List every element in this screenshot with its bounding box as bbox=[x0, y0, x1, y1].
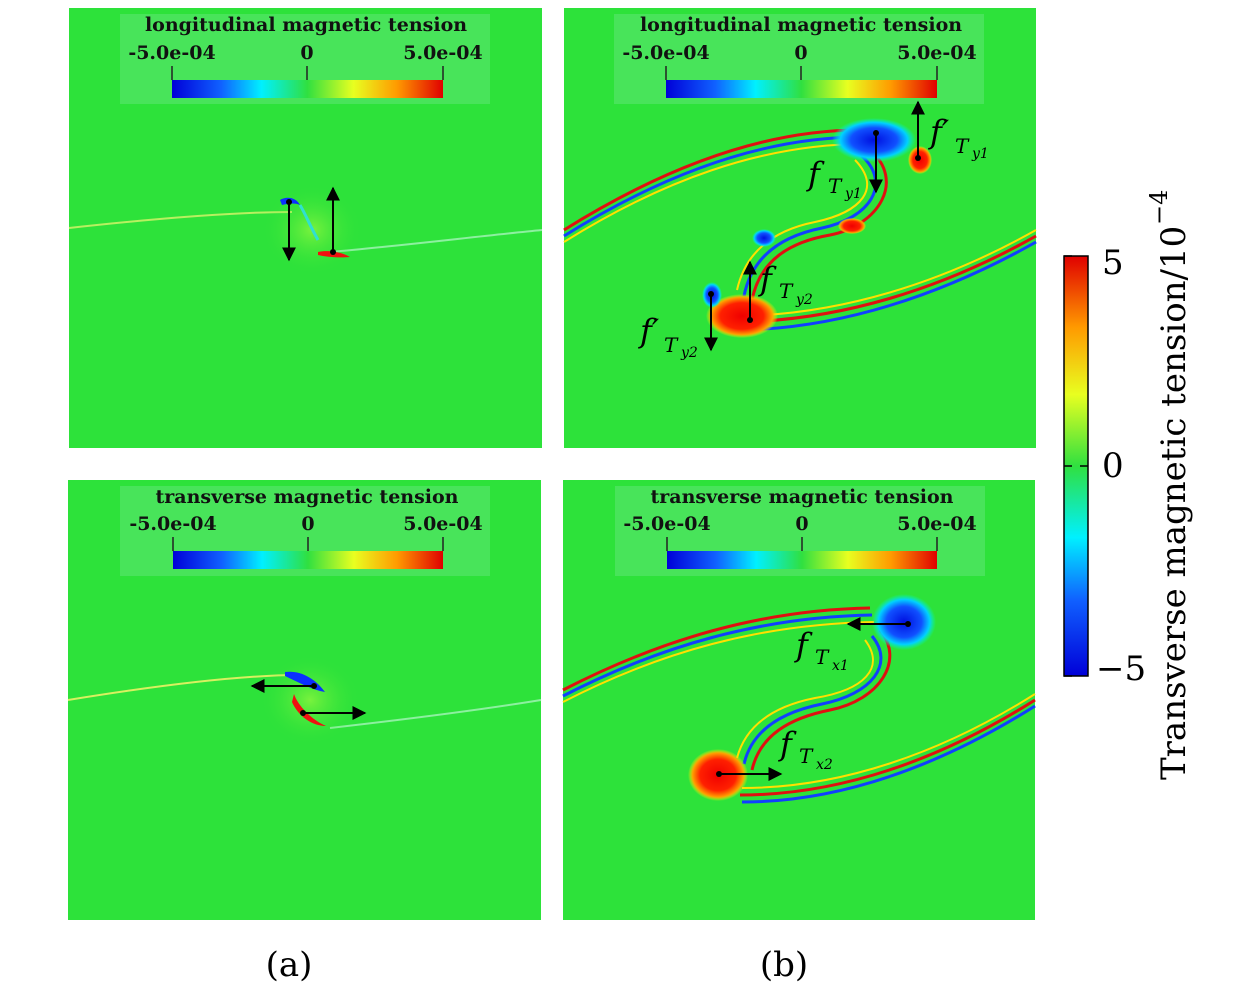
red-spot bbox=[838, 218, 866, 234]
global-colorbar-tick-top: 5 bbox=[1102, 243, 1124, 283]
blue-blob bbox=[832, 118, 916, 162]
force-origin bbox=[716, 771, 722, 777]
panel-b-top-colorbar bbox=[666, 80, 937, 98]
panel-a-top-cbar-max: 5.0e-04 bbox=[403, 42, 482, 64]
panel-b-top-title: longitudinal magnetic tension bbox=[640, 14, 962, 36]
svg-text:T: T bbox=[815, 645, 830, 669]
panel-b-bottom: transverse magnetic tension -5.0e-04 0 5… bbox=[562, 480, 1036, 920]
svg-text:x1: x1 bbox=[832, 658, 849, 674]
panel-a-bottom-colorbar bbox=[173, 551, 443, 569]
svg-text:y2: y2 bbox=[795, 292, 813, 308]
panel-a-top-colorbar bbox=[172, 80, 443, 98]
force-origin bbox=[708, 291, 714, 297]
svg-text:T: T bbox=[828, 174, 843, 198]
svg-text:T: T bbox=[955, 134, 970, 158]
panel-a-bottom-title: transverse magnetic tension bbox=[155, 486, 458, 508]
force-origin bbox=[873, 130, 879, 136]
panel-a-top: longitudinal magnetic tension -5.0e-04 0… bbox=[68, 8, 543, 448]
global-colorbar-title-exponent: −4 bbox=[1145, 190, 1173, 225]
panel-b-bottom-cbar-mid: 0 bbox=[795, 513, 808, 535]
panel-a-bottom: transverse magnetic tension -5.0e-04 0 5… bbox=[67, 480, 542, 920]
panel-b-bottom-cbar-min: -5.0e-04 bbox=[623, 513, 710, 535]
svg-text:y1: y1 bbox=[971, 146, 989, 162]
label-fTy1-prime: f′ T y1 bbox=[928, 113, 989, 162]
panel-a-top-title: longitudinal magnetic tension bbox=[145, 14, 467, 36]
panel-b-top-cbar-mid: 0 bbox=[794, 42, 807, 64]
striped-loop bbox=[563, 128, 1037, 332]
label-fTy2-prime: f′ T y2 bbox=[638, 312, 698, 361]
svg-text:f′: f′ bbox=[638, 312, 660, 350]
global-colorbar-tick-mid: 0 bbox=[1102, 446, 1124, 486]
blue-spot bbox=[752, 229, 776, 247]
red-blob bbox=[706, 294, 778, 338]
subfigure-label-b: (b) bbox=[760, 945, 808, 985]
svg-text:T: T bbox=[799, 744, 814, 768]
panel-b-top-cbar-min: -5.0e-04 bbox=[622, 42, 709, 64]
force-origin bbox=[311, 683, 317, 689]
panel-a-top-cbar-min: -5.0e-04 bbox=[128, 42, 215, 64]
force-origin bbox=[747, 317, 753, 323]
global-colorbar-title: Transverse magnetic tension/10 bbox=[1154, 226, 1194, 780]
subfigure-label-a: (a) bbox=[266, 945, 313, 985]
svg-text:T: T bbox=[779, 279, 794, 303]
svg-text:f′: f′ bbox=[928, 113, 950, 151]
panel-b-bottom-colorbar bbox=[667, 551, 937, 569]
svg-text:x2: x2 bbox=[816, 757, 833, 773]
panel-b-top-cbar-max: 5.0e-04 bbox=[897, 42, 976, 64]
panel-b-top: longitudinal magnetic tension -5.0e-04 0… bbox=[563, 8, 1037, 448]
halo bbox=[260, 655, 360, 745]
force-origin bbox=[915, 155, 921, 161]
panel-b-bottom-cbar-max: 5.0e-04 bbox=[897, 513, 976, 535]
force-origin bbox=[905, 621, 911, 627]
panel-a-bottom-cbar-min: -5.0e-04 bbox=[129, 513, 216, 535]
global-colorbar-tick-bottom: −5 bbox=[1096, 649, 1146, 689]
force-origin bbox=[330, 249, 336, 255]
panel-a-bottom-cbar-mid: 0 bbox=[301, 513, 314, 535]
svg-text:y2: y2 bbox=[680, 345, 698, 361]
panel-b-bottom-title: transverse magnetic tension bbox=[650, 486, 953, 508]
red-feature bbox=[292, 694, 326, 726]
striped-loop bbox=[562, 606, 1036, 804]
global-colorbar: 5 0 −5 Transverse magnetic tension/10 −4 bbox=[1063, 190, 1194, 780]
svg-text:T: T bbox=[664, 333, 679, 357]
cyan-feature bbox=[298, 204, 320, 241]
svg-text:y1: y1 bbox=[844, 186, 862, 202]
force-origin bbox=[286, 199, 292, 205]
panel-a-top-cbar-mid: 0 bbox=[300, 42, 313, 64]
force-origin bbox=[300, 710, 306, 716]
panel-a-bottom-cbar-max: 5.0e-04 bbox=[403, 513, 482, 535]
blue-blob bbox=[872, 594, 936, 650]
current-sheet bbox=[329, 699, 542, 729]
